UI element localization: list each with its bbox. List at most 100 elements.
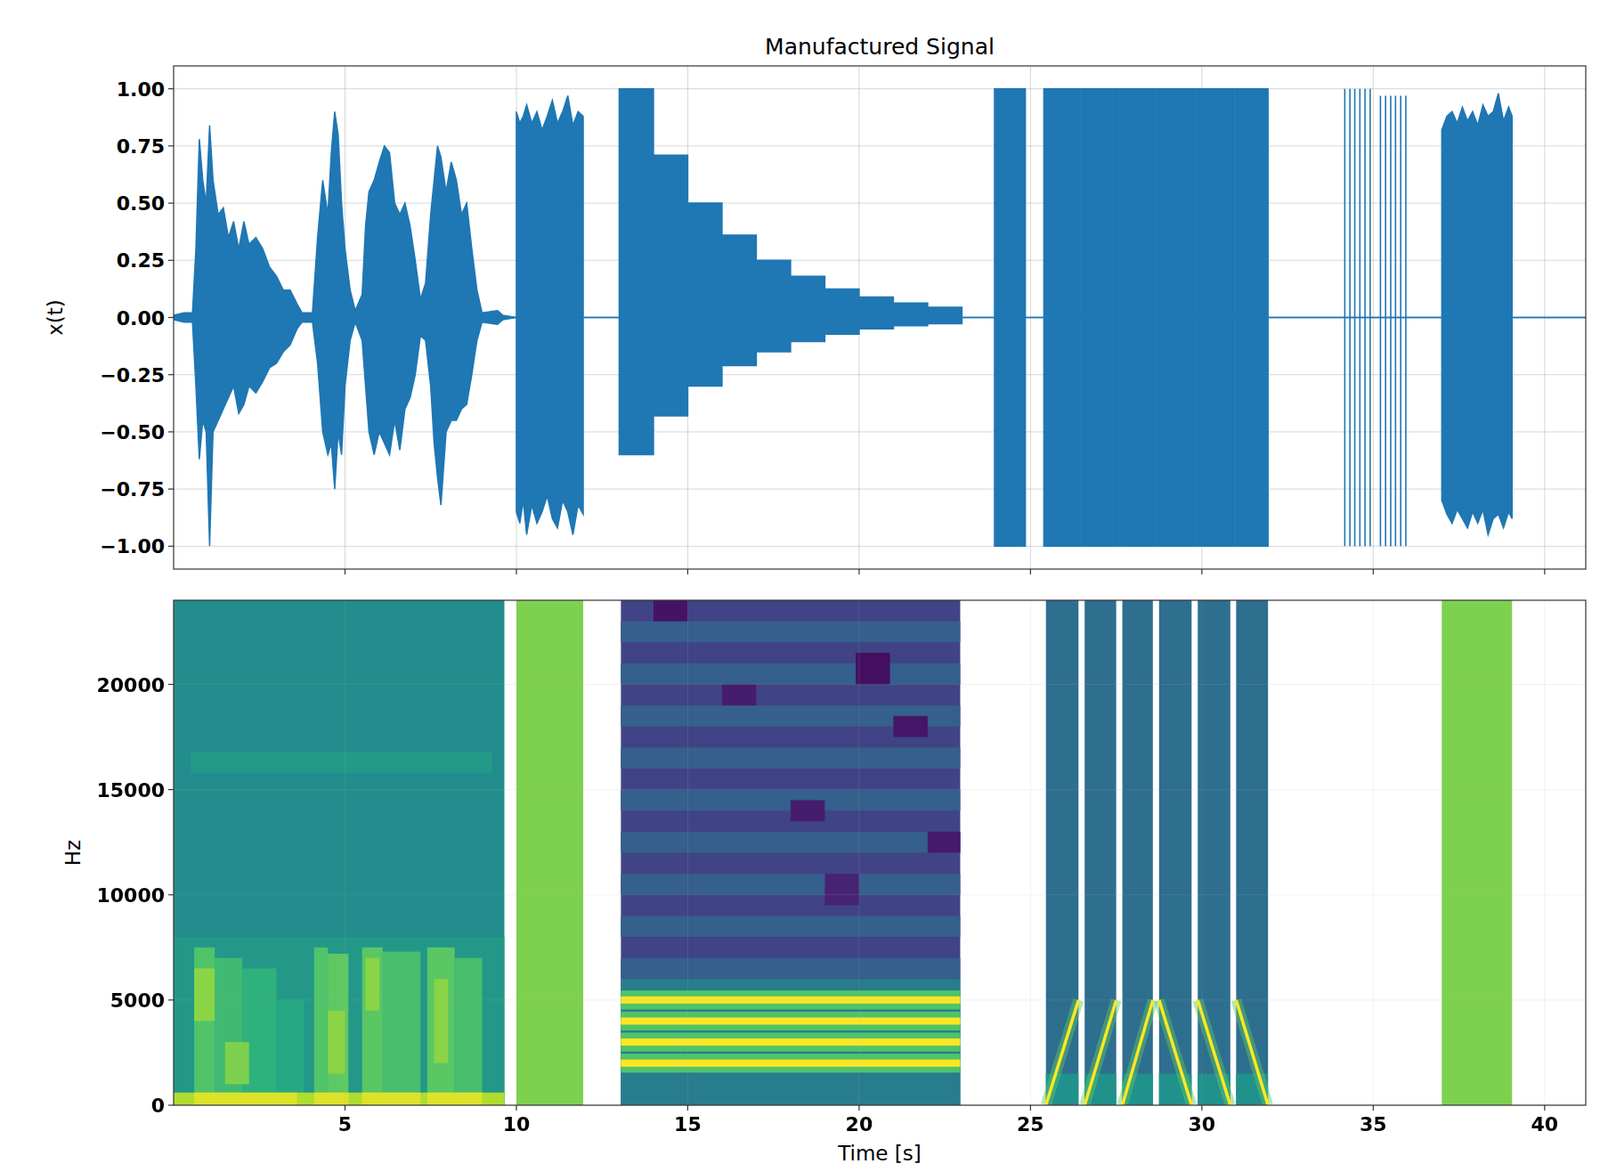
y-axis-title: x(t)	[43, 299, 67, 336]
envelope-lower	[173, 317, 1586, 547]
x-tick	[858, 1104, 860, 1111]
x-tick-label: 30	[1188, 1112, 1217, 1136]
grid-line-y	[173, 88, 1586, 90]
spectrogram-cell	[620, 978, 960, 1105]
y-tick-label: 1.00	[116, 78, 165, 101]
spectrogram-cell	[620, 1053, 960, 1073]
y-tick	[168, 1104, 174, 1105]
spectrogram-cell	[327, 1010, 345, 1074]
x-tick-label: 5	[338, 1112, 352, 1136]
impulse	[1384, 95, 1387, 546]
grid	[173, 65, 1586, 569]
spectrogram-cell	[1441, 600, 1512, 1105]
grid-line-x	[1543, 600, 1545, 1105]
y-tick	[168, 145, 174, 147]
y-tick-label: −0.75	[99, 478, 165, 501]
x-axis-title: Time [s]	[836, 1141, 922, 1165]
chirp-line	[1046, 999, 1080, 1105]
chirp-glow	[1046, 999, 1080, 1105]
spectrogram-cell	[1046, 600, 1080, 1105]
grid-line-x	[1372, 600, 1374, 1105]
grid-line-x	[1030, 600, 1032, 1105]
chirp-line	[1159, 999, 1193, 1105]
spectrogram-cell	[427, 947, 455, 1105]
ticks: −1.00−0.75−0.50−0.250.000.250.500.751.00	[99, 78, 1545, 575]
impulse	[1359, 89, 1362, 547]
spectrogram-cell	[382, 951, 421, 1105]
spectrogram-cell	[790, 799, 826, 821]
spectrogram-cell	[1122, 600, 1154, 1105]
chirp-glow	[1235, 999, 1268, 1105]
grid-line-y	[173, 893, 1586, 895]
x-tick-label: 25	[1016, 1112, 1045, 1136]
impulse	[1405, 95, 1407, 546]
x-tick	[1543, 568, 1545, 575]
y-tick	[168, 545, 174, 547]
y-tick	[168, 202, 174, 204]
x-tick	[344, 1104, 346, 1111]
plot-background	[173, 600, 1586, 1105]
grid-line-y	[173, 683, 1586, 685]
chirp-glow	[1197, 999, 1231, 1105]
y-tick-label: 15000	[96, 779, 165, 802]
x-tick	[1543, 1104, 1545, 1111]
grid-line-x	[344, 600, 346, 1105]
data	[173, 600, 1512, 1105]
spectrogram-cell	[620, 1038, 960, 1046]
y-tick	[168, 893, 174, 895]
x-tick	[1201, 568, 1203, 575]
spectrogram-cell	[620, 1059, 960, 1067]
x-tick	[1030, 568, 1032, 575]
grid-line-x	[687, 600, 689, 1105]
spectrogram-cell	[173, 600, 504, 1105]
y-tick	[168, 683, 174, 685]
y-tick	[168, 88, 174, 90]
impulse	[1380, 95, 1382, 546]
chirp-line	[1197, 999, 1231, 1105]
chirp-glow	[1122, 999, 1154, 1105]
impulse	[1354, 89, 1357, 547]
panel-1: 51015202530354005000100001500020000HzTim…	[61, 600, 1586, 1165]
y-tick-label: 0	[151, 1094, 165, 1117]
y-axis-title: Hz	[61, 839, 85, 866]
spectrogram-cell	[620, 1016, 960, 1024]
x-tick	[687, 568, 689, 575]
y-tick-label: 0.50	[116, 192, 165, 215]
spectrogram-cell	[242, 967, 277, 1105]
ticks: 51015202530354005000100001500020000	[96, 674, 1559, 1137]
y-tick-label: 0.25	[116, 249, 165, 272]
impulse	[1364, 89, 1366, 547]
x-tick-label: 20	[845, 1112, 874, 1136]
grid-line-x	[515, 600, 517, 1105]
impulse	[1395, 95, 1397, 546]
spectrogram-cell	[454, 958, 483, 1105]
spectrogram-cell	[653, 600, 689, 622]
spectrogram-cell	[173, 1092, 504, 1105]
spectrogram-cell	[194, 967, 215, 1021]
spectrogram-cell	[365, 958, 380, 1011]
grid-line-y	[173, 488, 1586, 490]
x-tick	[344, 568, 346, 575]
chirp-line	[1235, 999, 1268, 1105]
impulse	[1348, 89, 1351, 547]
spectrogram-cell	[314, 947, 328, 1105]
grid	[173, 600, 1586, 1105]
x-tick-label: 35	[1359, 1112, 1388, 1136]
y-tick	[168, 316, 174, 318]
spectrogram-cell	[194, 1092, 297, 1105]
plot-frame	[173, 600, 1586, 1105]
impulse	[1369, 89, 1372, 547]
spectrogram-cell	[893, 715, 928, 738]
y-tick-label: 5000	[110, 989, 165, 1012]
y-tick	[168, 488, 174, 490]
y-tick	[168, 998, 174, 1000]
grid-line-y	[173, 788, 1586, 790]
panel-0: −1.00−0.75−0.50−0.250.000.250.500.751.00…	[43, 33, 1586, 575]
spectrogram-cell	[362, 1092, 421, 1105]
spectrogram-cell	[620, 958, 960, 980]
chart-title: Manufactured Signal	[764, 33, 995, 60]
y-tick-label: 20000	[96, 674, 165, 697]
plot-frame	[173, 65, 1586, 569]
chirp-line	[1122, 999, 1154, 1105]
x-tick	[515, 1104, 517, 1111]
